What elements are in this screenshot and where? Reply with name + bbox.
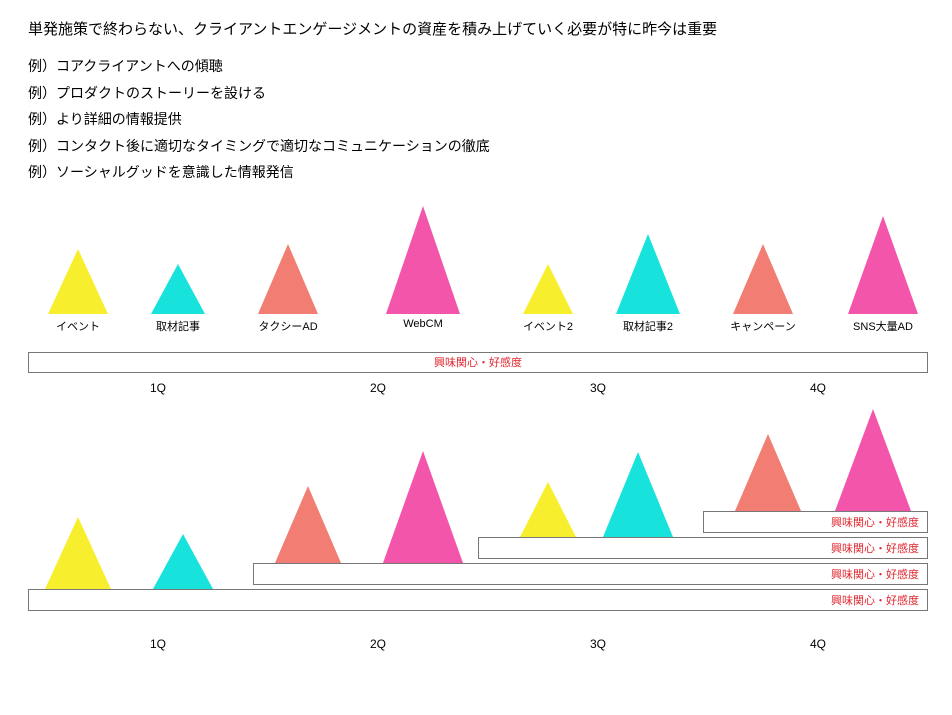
example-item: 例）プロダクトのストーリーを設ける — [28, 80, 924, 107]
triangle — [523, 264, 573, 314]
triangle — [258, 244, 318, 314]
stairs-diagram: 興味関心・好感度興味関心・好感度興味関心・好感度興味関心・好感度 1Q 2Q 3Q 4… — [28, 441, 928, 657]
triangle-label: WebCM — [403, 318, 443, 330]
quarter-label: 3Q — [590, 637, 606, 651]
flat-triangles-stage — [28, 204, 928, 314]
triangle — [603, 452, 673, 537]
triangle — [733, 244, 793, 314]
quarter-row-flat: 1Q 2Q 3Q 4Q — [28, 381, 928, 401]
triangle-label: イベント2 — [523, 318, 573, 334]
triangle — [386, 206, 460, 314]
triangle — [383, 451, 463, 563]
interest-step-label: 興味関心・好感度 — [831, 592, 919, 608]
triangle-label: タクシーAD — [258, 318, 317, 334]
flat-diagram: イベント 取材記事 タクシーAD WebCM イベント2 取材記事2 キャンペーン SNS大量… — [28, 204, 928, 401]
quarter-label: 2Q — [370, 381, 386, 395]
quarter-label: 2Q — [370, 637, 386, 651]
example-item: 例）コンタクト後に適切なタイミングで適切なコミュニケーションの徹底 — [28, 133, 924, 160]
quarter-label: 3Q — [590, 381, 606, 395]
interest-step: 興味関心・好感度 — [703, 511, 928, 533]
interest-step-label: 興味関心・好感度 — [831, 514, 919, 530]
triangle — [48, 249, 108, 314]
triangle-label: キャンペーン — [730, 318, 795, 334]
triangle-label: 取材記事 — [156, 318, 200, 334]
stairs-stage: 興味関心・好感度興味関心・好感度興味関心・好感度興味関心・好感度 — [28, 441, 928, 611]
quarter-label: 4Q — [810, 381, 826, 395]
flat-triangle-labels-row: イベント 取材記事 タクシーAD WebCM イベント2 取材記事2 キャンペーン SNS大量… — [28, 318, 928, 334]
triangle — [45, 517, 111, 589]
example-item: 例）より詳細の情報提供 — [28, 106, 924, 133]
interest-step-label: 興味関心・好感度 — [831, 566, 919, 582]
interest-step: 興味関心・好感度 — [478, 537, 928, 559]
triangle — [520, 482, 576, 537]
triangle — [735, 434, 801, 511]
triangle-label: 取材記事2 — [623, 318, 673, 334]
triangle — [616, 234, 680, 314]
example-list: 例）コアクライアントへの傾聴 例）プロダクトのストーリーを設ける 例）より詳細の… — [28, 53, 924, 186]
triangle — [151, 264, 205, 314]
interest-step: 興味関心・好感度 — [28, 589, 928, 611]
interest-bar-flat: 興味関心・好感度 — [28, 352, 928, 373]
triangle — [153, 534, 213, 589]
quarter-label: 1Q — [150, 637, 166, 651]
triangle-label: イベント — [56, 318, 100, 334]
quarter-label: 1Q — [150, 381, 166, 395]
example-item: 例）コアクライアントへの傾聴 — [28, 53, 924, 80]
triangle — [848, 216, 918, 314]
quarter-label: 4Q — [810, 637, 826, 651]
quarter-row-stairs: 1Q 2Q 3Q 4Q — [28, 637, 928, 657]
triangle — [275, 486, 341, 563]
interest-step: 興味関心・好感度 — [253, 563, 928, 585]
page-heading: 単発施策で終わらない、クライアントエンゲージメントの資産を積み上げていく必要が特… — [28, 18, 924, 39]
triangle — [835, 409, 911, 511]
triangle-label: SNS大量AD — [853, 318, 913, 334]
interest-step-label: 興味関心・好感度 — [831, 540, 919, 556]
example-item: 例）ソーシャルグッドを意識した情報発信 — [28, 159, 924, 186]
